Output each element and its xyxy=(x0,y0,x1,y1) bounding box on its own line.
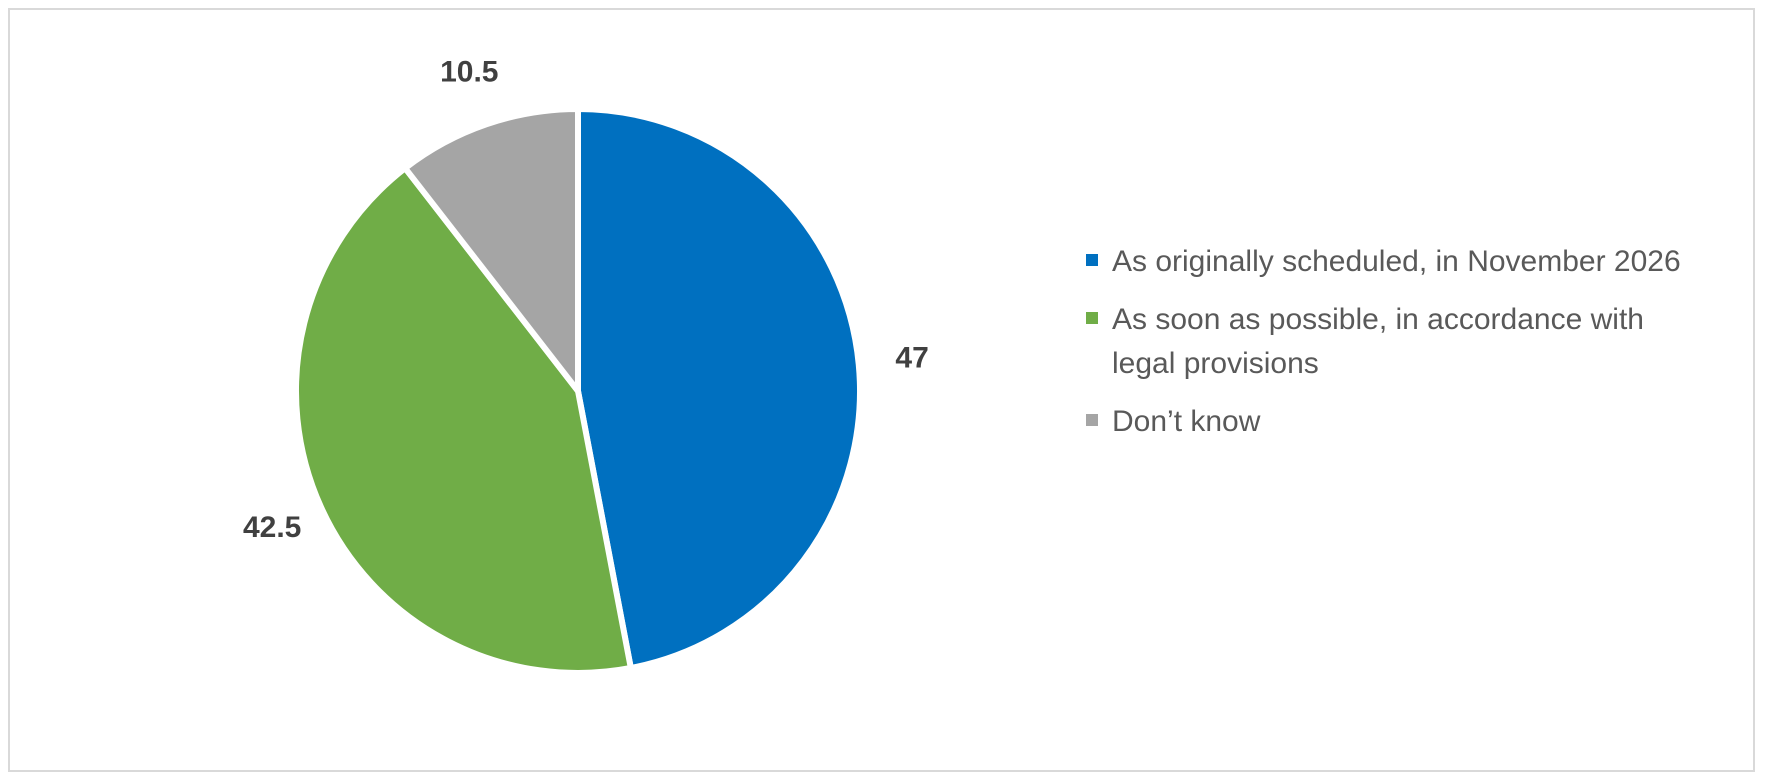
pie-slice xyxy=(575,106,863,672)
legend-label: Don’t know xyxy=(1112,405,1261,438)
chart-frame xyxy=(8,8,1755,772)
pie-slice xyxy=(402,106,581,394)
legend: As originally scheduled, in November 202… xyxy=(1086,240,1726,458)
legend-key xyxy=(1086,312,1098,324)
legend-entry: As originally scheduled, in November 202… xyxy=(1086,240,1726,284)
legend-entry: Don’t know xyxy=(1086,400,1726,444)
legend-key xyxy=(1086,254,1098,266)
legend-entry: As soon as possible, in accordance with … xyxy=(1086,298,1726,386)
legend-key xyxy=(1086,414,1098,426)
data-label: 10.5 xyxy=(440,55,498,88)
data-label: 47 xyxy=(895,341,928,374)
pie-slice xyxy=(293,165,634,676)
legend-label: As soon as possible, in accordance with … xyxy=(1112,303,1644,380)
legend-label: As originally scheduled, in November 202… xyxy=(1112,245,1681,278)
data-label: 42.5 xyxy=(243,511,301,544)
